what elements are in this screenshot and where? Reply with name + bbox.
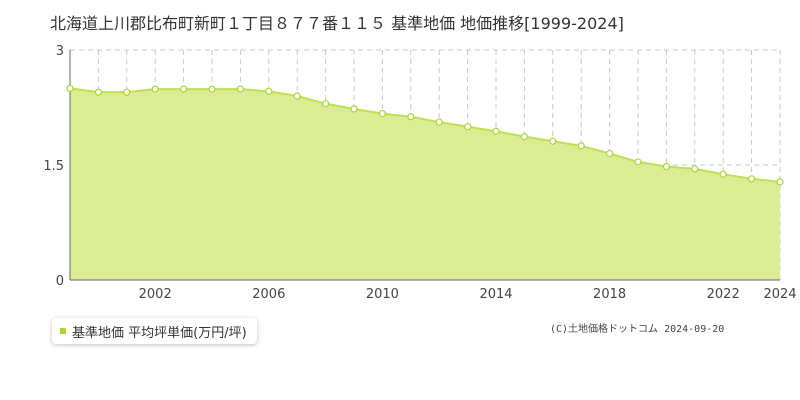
x-tick-label: 2018 [593, 287, 626, 302]
data-point [634, 158, 642, 166]
page-title: 北海道上川郡比布町新町１丁目８７７番１１５ 基準地価 地価推移[1999-202… [50, 14, 624, 33]
data-point [293, 92, 301, 100]
x-tick-label: 2010 [366, 287, 399, 302]
data-point [66, 84, 74, 92]
data-point [350, 105, 358, 113]
data-points [66, 84, 784, 186]
copyright: (C)土地価格ドットコム 2024-09-20 [550, 324, 725, 335]
x-tick-label: 2024 [763, 287, 796, 302]
area-fill [70, 88, 780, 280]
data-point [776, 178, 784, 186]
legend-label: 基準地価 平均坪単価(万円/坪) [72, 325, 247, 341]
data-point [265, 87, 273, 96]
data-point [691, 165, 699, 173]
data-point [464, 123, 472, 131]
data-point [236, 85, 244, 93]
x-tick-label: 2002 [139, 287, 172, 302]
y-tick-label: 3 [56, 44, 64, 59]
legend-marker [60, 328, 66, 334]
data-point [577, 142, 585, 150]
data-point [180, 85, 188, 93]
y-tick-label: 0 [56, 274, 64, 289]
x-tick-label: 2022 [707, 287, 740, 302]
data-point [208, 85, 216, 93]
data-point [407, 113, 415, 121]
data-point [549, 137, 557, 145]
area-series [69, 87, 781, 280]
data-point [662, 162, 671, 171]
data-point [605, 149, 614, 158]
data-point [94, 88, 103, 96]
tick-labels: 0 1.5 3 2002 2006 2010 2014 2018 2022 2024 [43, 44, 796, 302]
data-point [151, 85, 159, 93]
data-point [322, 100, 330, 108]
x-tick-label: 2006 [252, 287, 285, 302]
legend: 基準地価 平均坪単価(万円/坪) [52, 318, 257, 344]
series-line [69, 87, 781, 183]
data-point [719, 170, 727, 178]
y-tick-label: 1.5 [43, 159, 64, 174]
data-point [747, 175, 756, 183]
data-point [520, 133, 529, 141]
data-point [492, 127, 500, 135]
x-tick-label: 2014 [479, 287, 512, 302]
data-point [378, 110, 386, 118]
data-point [123, 88, 131, 96]
data-point [435, 118, 443, 126]
